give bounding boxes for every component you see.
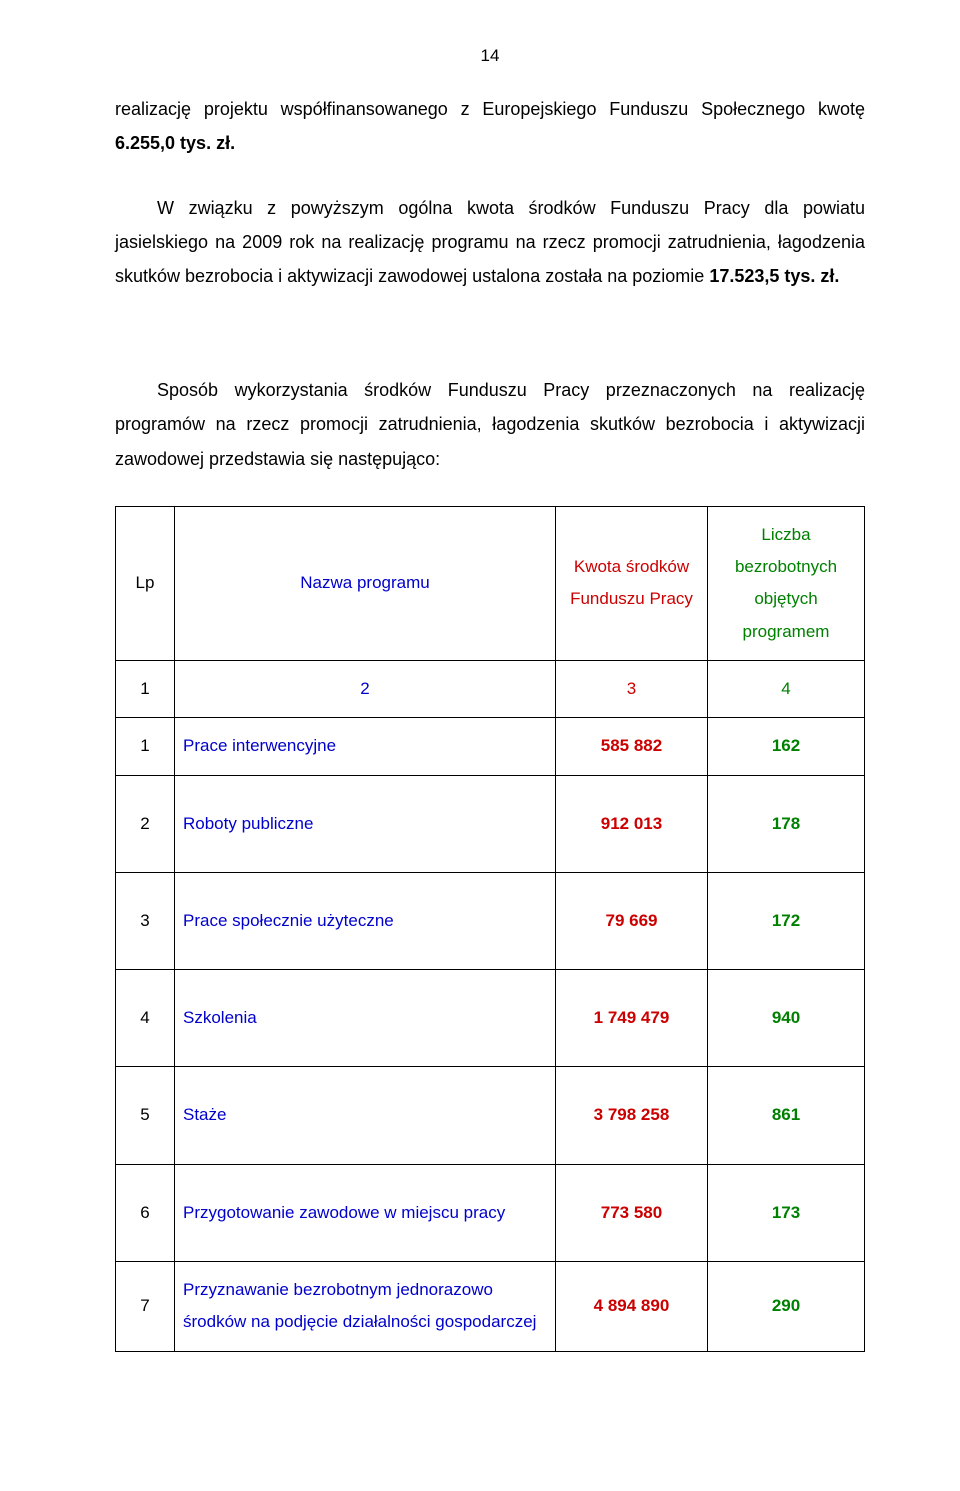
paragraph-1: realizację projektu współfinansowanego z… — [115, 92, 865, 160]
table-row: 4 Szkolenia 1 749 479 940 — [116, 970, 865, 1067]
table-row: 6 Przygotowanie zawodowe w miejscu pracy… — [116, 1164, 865, 1261]
cell-lp: 7 — [116, 1262, 175, 1352]
para3-text: Sposób wykorzystania środków Funduszu Pr… — [115, 380, 865, 468]
table-header-row: Lp Nazwa programu Kwota środków Funduszu… — [116, 506, 865, 660]
cell-lp: 6 — [116, 1164, 175, 1261]
cell-count: 172 — [708, 872, 865, 969]
cell-name: Staże — [175, 1067, 556, 1164]
numrow-1: 1 — [116, 660, 175, 717]
numrow-2: 2 — [175, 660, 556, 717]
page: 14 realizację projektu współfinansowaneg… — [0, 0, 960, 1491]
cell-amount: 912 013 — [556, 775, 708, 872]
paragraph-3: Sposób wykorzystania środków Funduszu Pr… — [115, 373, 865, 476]
cell-count: 861 — [708, 1067, 865, 1164]
table-row: 3 Prace społecznie użyteczne 79 669 172 — [116, 872, 865, 969]
cell-lp: 4 — [116, 970, 175, 1067]
paragraph-2: W związku z powyższym ogólna kwota środk… — [115, 191, 865, 294]
table-number-row: 1 2 3 4 — [116, 660, 865, 717]
cell-count: 940 — [708, 970, 865, 1067]
table-row: 1 Prace interwencyjne 585 882 162 — [116, 718, 865, 775]
cell-lp: 3 — [116, 872, 175, 969]
cell-amount: 585 882 — [556, 718, 708, 775]
cell-count: 173 — [708, 1164, 865, 1261]
cell-lp: 1 — [116, 718, 175, 775]
cell-name: Przyznawanie bezrobotnym jednorazowo śro… — [175, 1262, 556, 1352]
header-amount: Kwota środków Funduszu Pracy — [556, 506, 708, 660]
cell-count: 178 — [708, 775, 865, 872]
cell-name: Przygotowanie zawodowe w miejscu pracy — [175, 1164, 556, 1261]
para1-bold: 6.255,0 tys. zł. — [115, 133, 235, 153]
cell-count: 162 — [708, 718, 865, 775]
table-body: 1 Prace interwencyjne 585 882 162 2 Robo… — [116, 718, 865, 1351]
header-name: Nazwa programu — [175, 506, 556, 660]
para2-bold: 17.523,5 tys. zł. — [709, 266, 839, 286]
cell-amount: 4 894 890 — [556, 1262, 708, 1352]
header-count: Liczba bezrobotnych objętych programem — [708, 506, 865, 660]
table-row: 2 Roboty publiczne 912 013 178 — [116, 775, 865, 872]
cell-name: Prace interwencyjne — [175, 718, 556, 775]
cell-amount: 773 580 — [556, 1164, 708, 1261]
table-row: 5 Staże 3 798 258 861 — [116, 1067, 865, 1164]
cell-amount: 79 669 — [556, 872, 708, 969]
cell-amount: 1 749 479 — [556, 970, 708, 1067]
para1-text: realizację projektu współfinansowanego z… — [115, 99, 865, 119]
cell-lp: 2 — [116, 775, 175, 872]
cell-name: Roboty publiczne — [175, 775, 556, 872]
cell-lp: 5 — [116, 1067, 175, 1164]
numrow-4: 4 — [708, 660, 865, 717]
cell-count: 290 — [708, 1262, 865, 1352]
cell-name: Szkolenia — [175, 970, 556, 1067]
numrow-3: 3 — [556, 660, 708, 717]
cell-name: Prace społecznie użyteczne — [175, 872, 556, 969]
cell-amount: 3 798 258 — [556, 1067, 708, 1164]
programs-table: Lp Nazwa programu Kwota środków Funduszu… — [115, 506, 865, 1352]
page-number: 14 — [115, 40, 865, 72]
table-row: 7 Przyznawanie bezrobotnym jednorazowo ś… — [116, 1262, 865, 1352]
header-lp: Lp — [116, 506, 175, 660]
